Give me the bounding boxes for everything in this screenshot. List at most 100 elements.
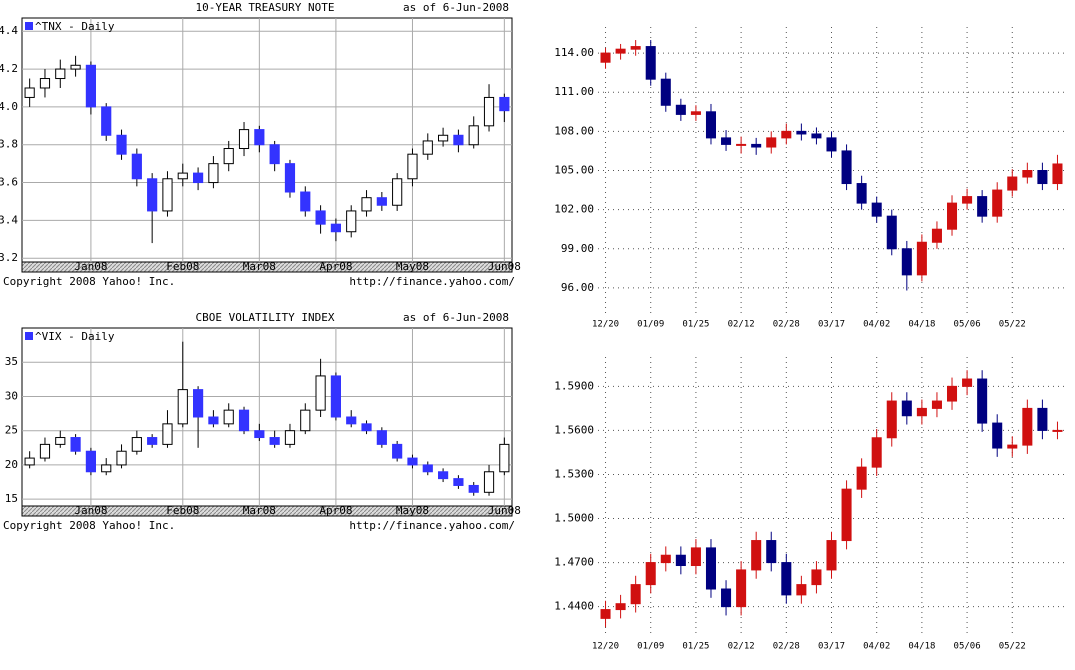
candle-body	[269, 437, 280, 445]
y-tick-label: 3.8	[0, 138, 18, 151]
candle-body	[468, 484, 479, 493]
candle-body	[946, 385, 958, 402]
x-tick-label: May08	[396, 504, 429, 517]
candle-body	[468, 125, 479, 146]
candle-body	[856, 466, 867, 490]
candle-body	[39, 78, 51, 89]
credit: Copyright 2008 Yahoo! Inc.	[3, 275, 175, 288]
candle-body	[269, 144, 280, 165]
date-band	[21, 261, 513, 273]
y-tick-label: 3.6	[0, 176, 18, 189]
candle-body	[645, 562, 656, 586]
x-tick-label: 02/28	[773, 642, 800, 652]
candle-body	[193, 172, 204, 184]
legend-label: ^VIX - Daily	[35, 330, 115, 343]
candle-body	[330, 223, 341, 233]
x-tick-label: 12/20	[592, 320, 619, 330]
candle-body	[1037, 407, 1048, 431]
x-tick-label: Jan08	[74, 260, 107, 273]
candle-body	[751, 143, 762, 148]
x-tick-label: Mar08	[243, 260, 276, 273]
candle-body	[453, 134, 464, 146]
candle-body	[645, 46, 656, 80]
y-tick-label: 1.5300	[554, 467, 594, 480]
y-tick-label: 3.4	[0, 213, 18, 226]
chart-title: CBOE VOLATILITY INDEX	[195, 311, 334, 324]
candle-body	[615, 603, 626, 611]
x-tick-label: 05/22	[999, 320, 1026, 330]
candle-body	[600, 609, 611, 619]
as-of-date: as of 6-Jun-2008	[403, 311, 509, 324]
candle-body	[116, 134, 127, 155]
candle-body	[615, 48, 626, 54]
candle-body	[70, 437, 81, 452]
credit: Copyright 2008 Yahoo! Inc.	[3, 519, 175, 532]
x-tick-label: 04/02	[863, 642, 890, 652]
candle-body	[856, 183, 867, 204]
x-tick-label: Jun08	[488, 260, 521, 273]
candle-body	[346, 416, 357, 425]
candle-body	[499, 443, 510, 473]
x-tick-label: Feb08	[166, 504, 199, 517]
candle-body	[1022, 407, 1033, 446]
candle-body	[796, 584, 807, 596]
y-tick-label: 108.00	[554, 124, 594, 137]
candle-body	[675, 554, 686, 567]
candle-body	[660, 78, 671, 106]
x-tick-label: Apr08	[319, 504, 352, 517]
y-tick-label: 3.2	[0, 251, 18, 264]
candle-body	[162, 178, 173, 212]
x-tick-label: 12/20	[592, 642, 619, 652]
candle-body	[376, 430, 387, 445]
candle-body	[284, 430, 296, 445]
x-tick-label: 02/12	[728, 642, 755, 652]
plot-frame	[21, 327, 513, 517]
candle-body	[781, 562, 792, 596]
candle-body	[1037, 170, 1048, 185]
candle-body	[962, 378, 973, 387]
candle-body	[1007, 176, 1018, 191]
candle-body	[208, 416, 219, 425]
date-band	[21, 505, 513, 517]
candle-body	[407, 457, 418, 466]
candle-body	[751, 540, 762, 571]
candle-body	[101, 464, 112, 473]
candle-body	[705, 547, 717, 590]
legend-label: ^TNX - Daily	[35, 20, 115, 33]
legend-box	[25, 22, 33, 30]
y-tick-label: 4.4	[0, 24, 18, 37]
y-tick-label: 30	[5, 389, 18, 402]
candle-body	[392, 443, 403, 459]
candle-body	[630, 46, 641, 50]
y-tick-label: 1.5600	[554, 423, 594, 436]
candle-body	[330, 375, 341, 418]
candle-body	[871, 202, 882, 217]
x-tick-label: 02/28	[773, 320, 800, 330]
candle-body	[24, 87, 35, 98]
candle-body	[101, 106, 112, 136]
candle-body	[162, 423, 173, 445]
candle-body	[116, 450, 127, 466]
candle-body	[223, 148, 234, 165]
candle-body	[781, 130, 792, 139]
candle-body	[284, 163, 296, 193]
y-tick-label: 15	[5, 492, 18, 505]
y-tick-label: 1.4700	[554, 556, 594, 569]
candle-body	[826, 137, 837, 152]
candle-body	[721, 588, 732, 608]
candle-body	[916, 241, 927, 276]
source-url: http://finance.yahoo.com/	[349, 519, 515, 532]
candle-body	[1022, 170, 1033, 178]
candle-body	[300, 191, 311, 212]
candle-body	[315, 210, 326, 225]
candle-body	[886, 400, 897, 439]
legend-box	[25, 332, 33, 340]
candle-body	[254, 129, 265, 146]
candle-body	[916, 407, 927, 417]
candle-body	[392, 178, 403, 206]
y-tick-label: 102.00	[554, 203, 594, 216]
candle-body	[886, 215, 897, 250]
x-tick-label: Jun08	[488, 504, 521, 517]
y-tick-label: 35	[5, 355, 18, 368]
candle-body	[177, 389, 188, 425]
